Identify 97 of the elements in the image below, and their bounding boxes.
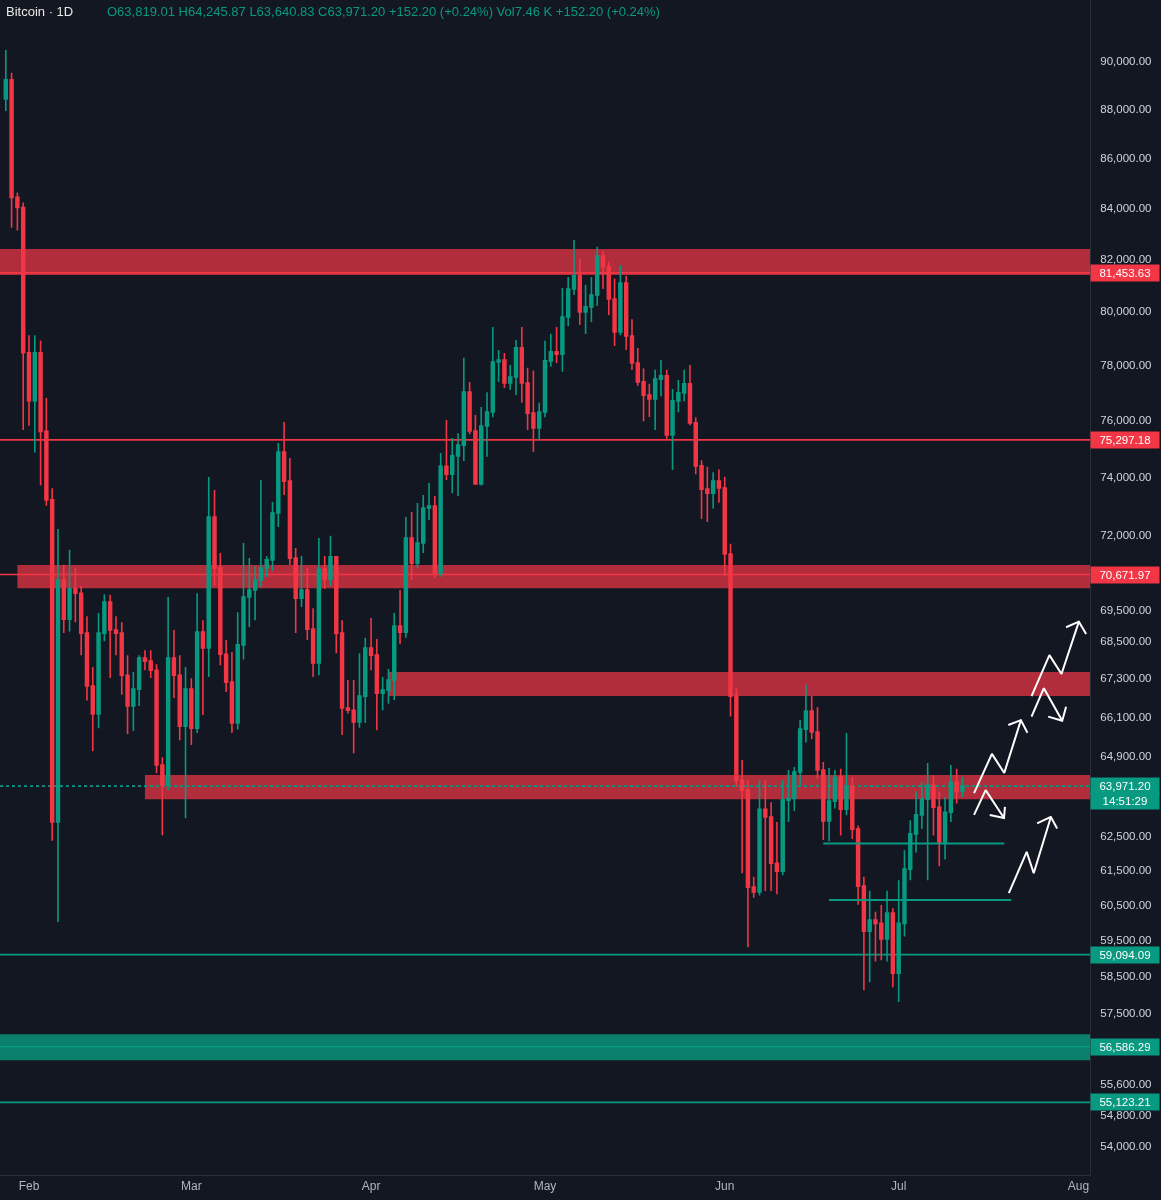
chart-subtitle: O63,819.01 H64,245.87 L63,640.83 C63,971.20 +152.20 (+0.24%) Vol7.46 K +152.20 (+0.24%) — [107, 4, 660, 19]
candlestick — [403, 516, 409, 639]
candlestick — [536, 402, 542, 441]
y-tick-label: 59,500.00 — [1100, 934, 1152, 947]
y-tick-label: 82,000.00 — [1100, 252, 1152, 265]
candlestick — [206, 476, 211, 678]
candlestick — [623, 275, 629, 351]
candlestick — [455, 432, 461, 497]
candlestick — [113, 615, 119, 656]
chart-title: Bitcoin · 1D — [6, 4, 74, 19]
candlestick — [368, 617, 374, 671]
x-tick-label: Aug — [1067, 1179, 1090, 1194]
candlestick — [177, 654, 182, 741]
candlestick — [554, 326, 559, 364]
candlestick — [618, 264, 623, 336]
candlestick — [171, 629, 177, 699]
candlestick — [890, 907, 896, 989]
candlestick — [374, 638, 380, 731]
candlestick — [484, 391, 490, 458]
y-tick-label: 55,600.00 — [1100, 1078, 1152, 1091]
candlestick — [710, 471, 716, 510]
candlestick — [832, 769, 838, 810]
y-tick-label: 88,000.00 — [1100, 102, 1152, 115]
candlestick — [189, 677, 194, 746]
x-tick-label: Mar — [180, 1179, 202, 1194]
candlestick — [426, 482, 432, 521]
candlestick — [461, 357, 467, 462]
ref-line-label: 55,123.21 — [1099, 1096, 1151, 1108]
candlestick — [774, 821, 780, 895]
x-tick-label: Apr — [361, 1179, 381, 1194]
y-tick-label: 64,900.00 — [1100, 749, 1152, 762]
y-tick-label: 68,500.00 — [1100, 634, 1152, 647]
ref-line-label: 81,453.63 — [1099, 267, 1151, 279]
candlestick — [107, 594, 113, 679]
candlestick — [32, 334, 38, 454]
candlestick — [716, 468, 722, 504]
candlestick — [844, 732, 849, 817]
candlestick — [542, 340, 548, 419]
ref-line-label: 56,586.29 — [1099, 1041, 1151, 1053]
y-tick-label: 74,000.00 — [1100, 470, 1152, 483]
y-tick-label: 69,500.00 — [1100, 604, 1152, 617]
candlestick — [571, 239, 577, 296]
candlestick — [687, 364, 693, 426]
candlestick — [194, 592, 200, 734]
x-tick-label: Jun — [715, 1179, 735, 1194]
y-tick-label: 84,000.00 — [1100, 201, 1152, 214]
candlestick — [26, 334, 32, 427]
y-tick-label: 67,300.00 — [1100, 672, 1152, 685]
candlestick — [838, 767, 843, 837]
candlestick — [450, 437, 455, 494]
candlestick — [328, 535, 333, 587]
candlestick — [652, 369, 658, 431]
candlestick — [954, 767, 959, 805]
candlestick — [751, 875, 756, 899]
candlestick — [745, 779, 751, 948]
candlestick — [299, 555, 304, 608]
candlestick — [502, 352, 507, 389]
y-tick-label: 76,000.00 — [1100, 414, 1152, 427]
y-tick-label: 80,000.00 — [1100, 305, 1152, 318]
candlestick — [479, 406, 484, 487]
y-tick-label: 66,100.00 — [1100, 710, 1152, 723]
y-tick-label: 61,500.00 — [1100, 863, 1152, 876]
ref-line-label: 63,971.20 — [1099, 780, 1151, 792]
y-tick-label: 78,000.00 — [1100, 358, 1152, 371]
y-tick-label: 90,000.00 — [1100, 54, 1152, 67]
x-tick-label: Feb — [18, 1179, 40, 1194]
y-tick-label: 72,000.00 — [1100, 528, 1152, 541]
x-tick-label: Jul — [891, 1179, 907, 1194]
candlestick — [438, 452, 443, 578]
y-tick-label: 57,500.00 — [1100, 1006, 1152, 1019]
y-tick-label: 54,000.00 — [1100, 1140, 1152, 1153]
x-tick-label: May — [533, 1179, 557, 1194]
candlestick — [90, 666, 95, 753]
y-tick-label: 86,000.00 — [1100, 151, 1152, 164]
candlestick — [507, 364, 513, 391]
candlestick — [397, 589, 403, 645]
ref-line-label: 70,671.97 — [1099, 569, 1151, 581]
candlestick — [142, 649, 148, 671]
candlestick — [861, 875, 867, 992]
candlestick — [658, 359, 664, 398]
ref-line-label: 75,297.18 — [1099, 434, 1151, 446]
candlestick — [629, 318, 635, 371]
y-tick-label: 54,800.00 — [1100, 1108, 1152, 1121]
candlestick — [67, 548, 72, 633]
candlestick — [200, 619, 206, 716]
candlestick — [803, 683, 809, 744]
y-tick-label: 62,500.00 — [1100, 829, 1152, 842]
candlestick — [229, 651, 235, 734]
y-tick-label: 60,500.00 — [1100, 898, 1152, 911]
candlestick — [513, 339, 519, 396]
candlestick — [316, 537, 322, 677]
candlestick — [3, 49, 9, 112]
text: 14:51:29 — [1102, 795, 1148, 807]
ref-line-label: 59,094.09 — [1099, 949, 1151, 961]
y-tick-label: 58,500.00 — [1100, 970, 1152, 983]
candlestick — [84, 615, 90, 702]
candlestick — [548, 333, 554, 368]
